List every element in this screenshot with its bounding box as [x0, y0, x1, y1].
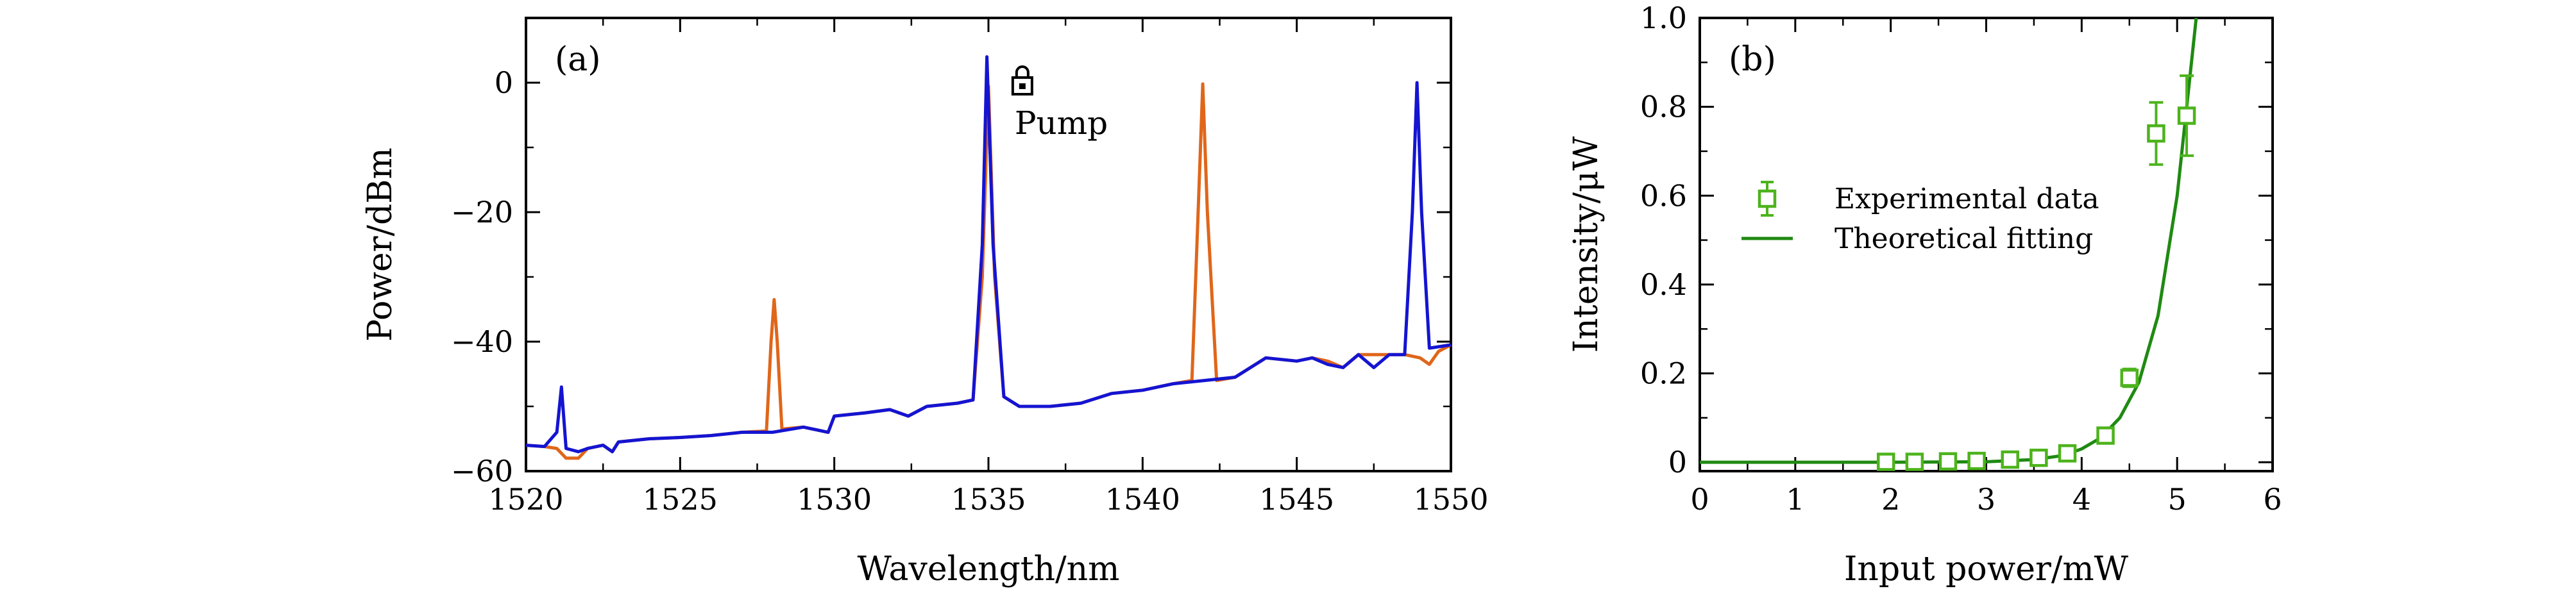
- data-point: [2001, 450, 2019, 469]
- panel-b-chart: 0 1 2 3 4 5 6 0 0.2 0.4 0.6 0.8 1.0 Experimental data…: [1567, 1, 2282, 588]
- data-marker: [1905, 453, 1924, 471]
- y-tick-label: 0.6: [1640, 178, 1687, 213]
- data-point: [2096, 426, 2115, 445]
- data-point: [2177, 74, 2196, 157]
- x-tick-label: 1: [1786, 482, 1804, 517]
- panel-label: (a): [555, 40, 601, 79]
- x-tick-label: 1520: [488, 482, 563, 517]
- lock-icon: [1011, 65, 1033, 96]
- data-point: [2147, 101, 2165, 166]
- x-tick-label: 1525: [643, 482, 718, 517]
- y-axis-label: Intensity/μW: [1567, 136, 1606, 353]
- x-tick-label: 6: [2263, 482, 2282, 517]
- lock-icon-keyhole: [1019, 83, 1026, 89]
- x-tick-label: 1530: [797, 482, 872, 517]
- y-tick-label: 0.8: [1640, 90, 1687, 124]
- data-point: [1905, 453, 1924, 471]
- data-point: [1967, 451, 1986, 470]
- x-tick-label: 1535: [951, 482, 1026, 517]
- pump-annotation: Pump: [1015, 104, 1108, 142]
- data-marker: [2001, 450, 2019, 469]
- data-marker: [2120, 369, 2139, 387]
- x-tick-label: 4: [2072, 482, 2091, 517]
- x-axis-label: Input power/mW: [1844, 550, 2129, 588]
- data-point: [1938, 452, 1958, 471]
- data-point: [1876, 453, 1895, 471]
- data-marker: [1967, 451, 1986, 470]
- x-tick-label: 1540: [1105, 482, 1180, 517]
- legend: Experimental data Theoretical fitting: [1741, 181, 2099, 255]
- y-axis-label: Power/dBm: [361, 147, 400, 342]
- legend-label-experimental: Experimental data: [1835, 183, 2099, 215]
- data-marker: [2029, 448, 2048, 467]
- y-tick-label: 0: [1668, 445, 1687, 479]
- legend-label-fitting: Theoretical fitting: [1835, 222, 2093, 255]
- data-marker: [2096, 426, 2115, 445]
- y-tick-label: 0.2: [1640, 356, 1687, 391]
- x-tick-label: 0: [1690, 482, 1709, 517]
- x-tick-label: 2: [1881, 482, 1900, 517]
- y-tick-label: 0: [495, 65, 513, 100]
- data-marker: [1876, 453, 1895, 471]
- spectrum-line-2: [525, 55, 1452, 454]
- legend-marker: [1758, 189, 1777, 208]
- y-tick-label: −20: [451, 195, 513, 229]
- data-marker: [2147, 124, 2165, 143]
- y-tick-label: −40: [451, 324, 513, 359]
- x-tick-label: 5: [2168, 482, 2187, 517]
- x-axis-label: Wavelength/nm: [858, 550, 1120, 588]
- data-point: [2120, 367, 2139, 388]
- data-marker: [2058, 444, 2077, 463]
- data-point: [2058, 444, 2077, 463]
- x-tick-label: 1545: [1259, 482, 1334, 517]
- x-tick-label: 3: [1977, 482, 1996, 517]
- panel-a-chart: 1520 1525 1530 1535 1540 1545 1550 −60 −40 −20 0 Wa…: [361, 17, 1489, 588]
- data-marker: [1938, 452, 1958, 471]
- x-tick-label: 1550: [1413, 482, 1488, 517]
- y-tick-label: −60: [451, 454, 513, 488]
- panel-label: (b): [1729, 40, 1776, 79]
- y-tick-label: 0.4: [1640, 267, 1687, 302]
- data-marker: [2177, 106, 2196, 125]
- lock-icon-shackle: [1015, 65, 1030, 78]
- y-tick-label: 1.0: [1640, 1, 1687, 35]
- data-point: [2029, 448, 2048, 467]
